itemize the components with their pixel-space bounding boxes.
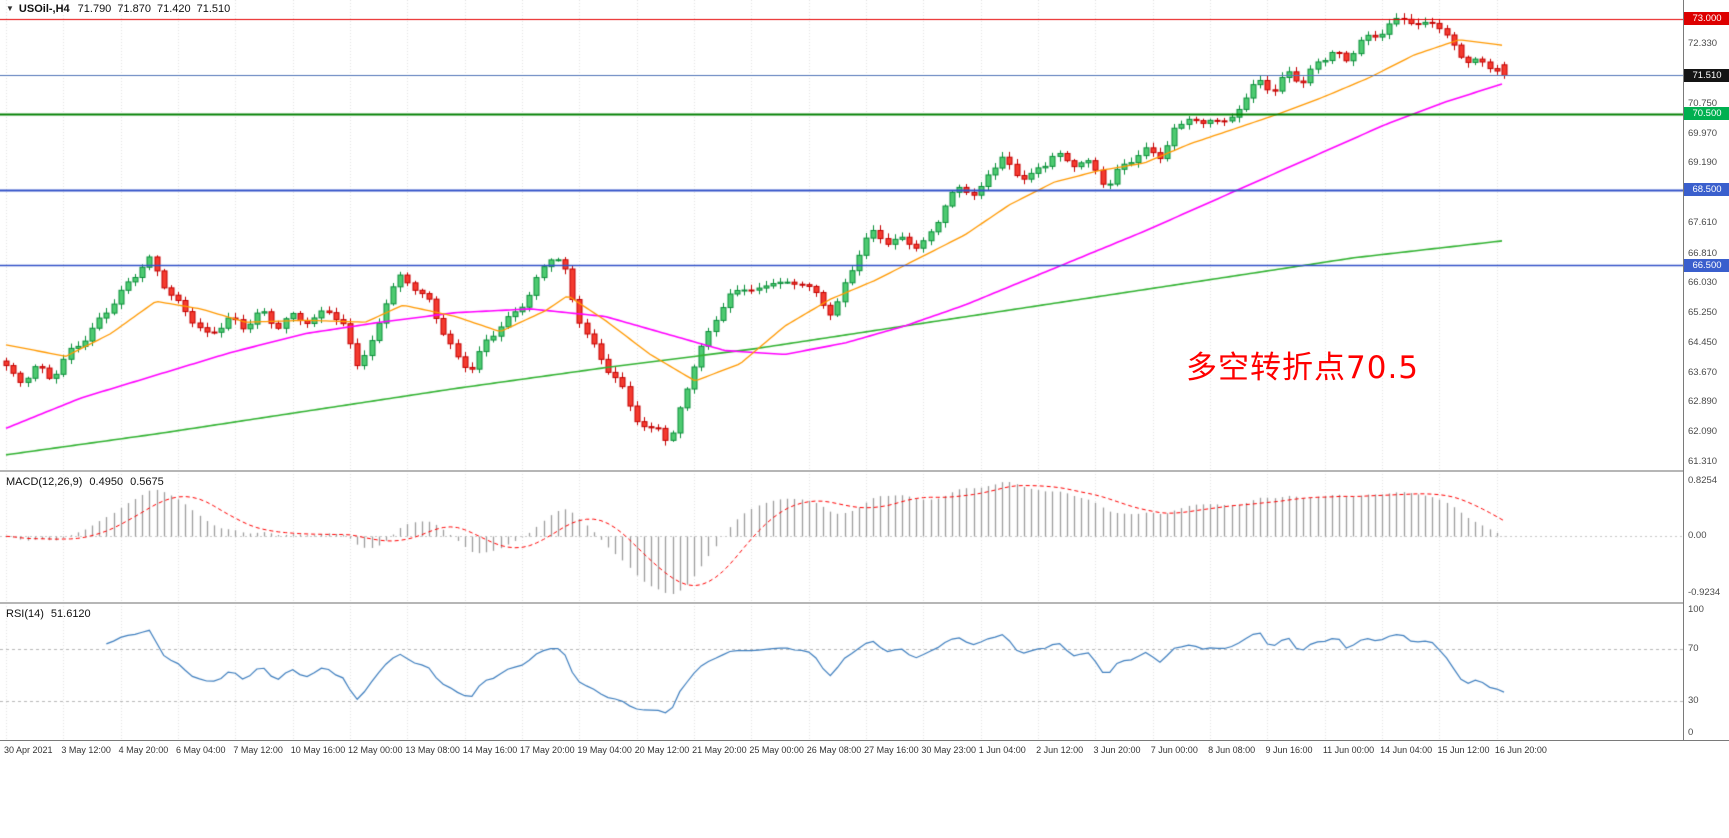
time-axis-label: 30 May 23:00 <box>921 745 976 755</box>
time-axis-label: 17 May 20:00 <box>520 745 575 755</box>
price-tick-label: 63.670 <box>1688 366 1718 378</box>
time-axis-label: 30 Apr 2021 <box>4 745 53 755</box>
pivot-annotation-text[interactable]: 多空转折点70.5 <box>1186 350 1420 386</box>
time-axis-label: 27 May 16:00 <box>864 745 919 755</box>
time-axis-label: 1 Jun 04:00 <box>978 745 1026 755</box>
time-axis-label: 14 Jun 04:00 <box>1380 745 1433 755</box>
time-axis-label: 26 May 08:00 <box>806 745 862 755</box>
time-axis-label: 3 May 12:00 <box>61 745 111 755</box>
macd-value-1: 0.4950 <box>89 476 124 488</box>
time-axis-label: 25 May 00:00 <box>749 745 804 755</box>
time-axis-label: 16 Jun 20:00 <box>1494 745 1547 755</box>
macd-tick-label: 0.8254 <box>1688 475 1718 486</box>
time-axis-label: 20 May 12:00 <box>634 745 690 755</box>
price-tag-73.000: 73.000 <box>1684 12 1729 26</box>
time-axis-label: 2 Jun 12:00 <box>1036 745 1084 755</box>
open-value: 71.790 <box>77 3 112 15</box>
time-axis-label: 10 May 16:00 <box>290 745 346 755</box>
rsi-tick-label: 30 <box>1688 695 1699 706</box>
price-tick-label: 62.890 <box>1688 396 1718 408</box>
price-axis[interactable]: 72.33070.75069.97069.19068.39067.61066.8… <box>1683 0 1729 740</box>
rsi-tick-label: 100 <box>1688 604 1704 615</box>
price-tick-label: 65.250 <box>1688 306 1718 318</box>
symbol-ohlc-header: ▼ USOil-,H4 71.790 71.870 71.420 71.510 <box>6 3 236 15</box>
price-tag-68.500: 68.500 <box>1684 183 1729 197</box>
time-axis-label: 14 May 16:00 <box>462 745 518 755</box>
price-tick-label: 62.090 <box>1688 426 1718 438</box>
dropdown-triangle-icon[interactable]: ▼ <box>6 4 14 13</box>
time-axis-label: 3 Jun 20:00 <box>1093 745 1141 755</box>
rsi-indicator-label: RSI(14) 51.6120 <box>6 608 98 620</box>
time-axis-label: 7 May 12:00 <box>233 745 283 755</box>
price-tick-label: 66.030 <box>1688 277 1718 289</box>
panel-separator-macd[interactable] <box>0 470 1729 472</box>
macd-indicator-label: MACD(12,26,9) 0.4950 0.5675 <box>6 476 171 488</box>
macd-tick-label: 0.00 <box>1688 529 1707 541</box>
price-tick-label: 69.190 <box>1688 157 1718 169</box>
price-tick-label: 70.750 <box>1688 98 1718 110</box>
macd-tick-label: -0.9234 <box>1688 587 1721 598</box>
close-value: 71.510 <box>196 3 231 15</box>
rsi-value: 51.6120 <box>50 608 91 620</box>
price-tick-label: 61.310 <box>1688 456 1718 468</box>
price-tag-71.510: 71.510 <box>1684 68 1729 82</box>
high-value: 71.870 <box>117 3 151 15</box>
time-axis-label: 15 Jun 12:00 <box>1437 745 1490 755</box>
time-axis-label: 4 May 20:00 <box>118 745 169 755</box>
time-axis-label: 6 May 04:00 <box>176 745 226 755</box>
price-tick-label: 66.810 <box>1688 247 1718 259</box>
macd-value-2: 0.5675 <box>130 476 164 488</box>
time-axis-label: 21 May 20:00 <box>692 745 747 755</box>
time-axis-label: 7 Jun 00:00 <box>1150 745 1198 755</box>
macd-name: MACD(12,26,9) <box>6 476 83 488</box>
price-tag-66.500: 66.500 <box>1684 258 1729 272</box>
rsi-tick-label: 0 <box>1688 727 1694 738</box>
time-axis-label: 19 May 04:00 <box>577 745 632 755</box>
price-tick-label: 67.610 <box>1688 217 1718 229</box>
time-axis[interactable]: 30 Apr 2021 3 May 12:00 4 May 20:00 6 May 0… <box>0 740 1729 763</box>
time-axis-label: 8 Jun 08:00 <box>1208 745 1256 755</box>
price-tick-label: 72.330 <box>1688 38 1718 50</box>
symbol-period-label: USOil-,H4 <box>18 3 70 15</box>
price-tick-label: 64.450 <box>1688 337 1718 349</box>
time-axis-label: 11 Jun 00:00 <box>1322 745 1375 755</box>
rsi-tick-label: 70 <box>1688 643 1699 654</box>
time-axis-label: 13 May 08:00 <box>405 745 460 755</box>
time-axis-label: 12 May 00:00 <box>348 745 403 755</box>
panel-separator-rsi[interactable] <box>0 602 1729 604</box>
time-axis-label: 9 Jun 16:00 <box>1265 745 1313 755</box>
rsi-name: RSI(14) <box>6 608 44 620</box>
price-tag-70.500: 70.500 <box>1684 107 1729 121</box>
price-tick-label: 69.970 <box>1688 127 1718 139</box>
low-value: 71.420 <box>156 3 191 15</box>
